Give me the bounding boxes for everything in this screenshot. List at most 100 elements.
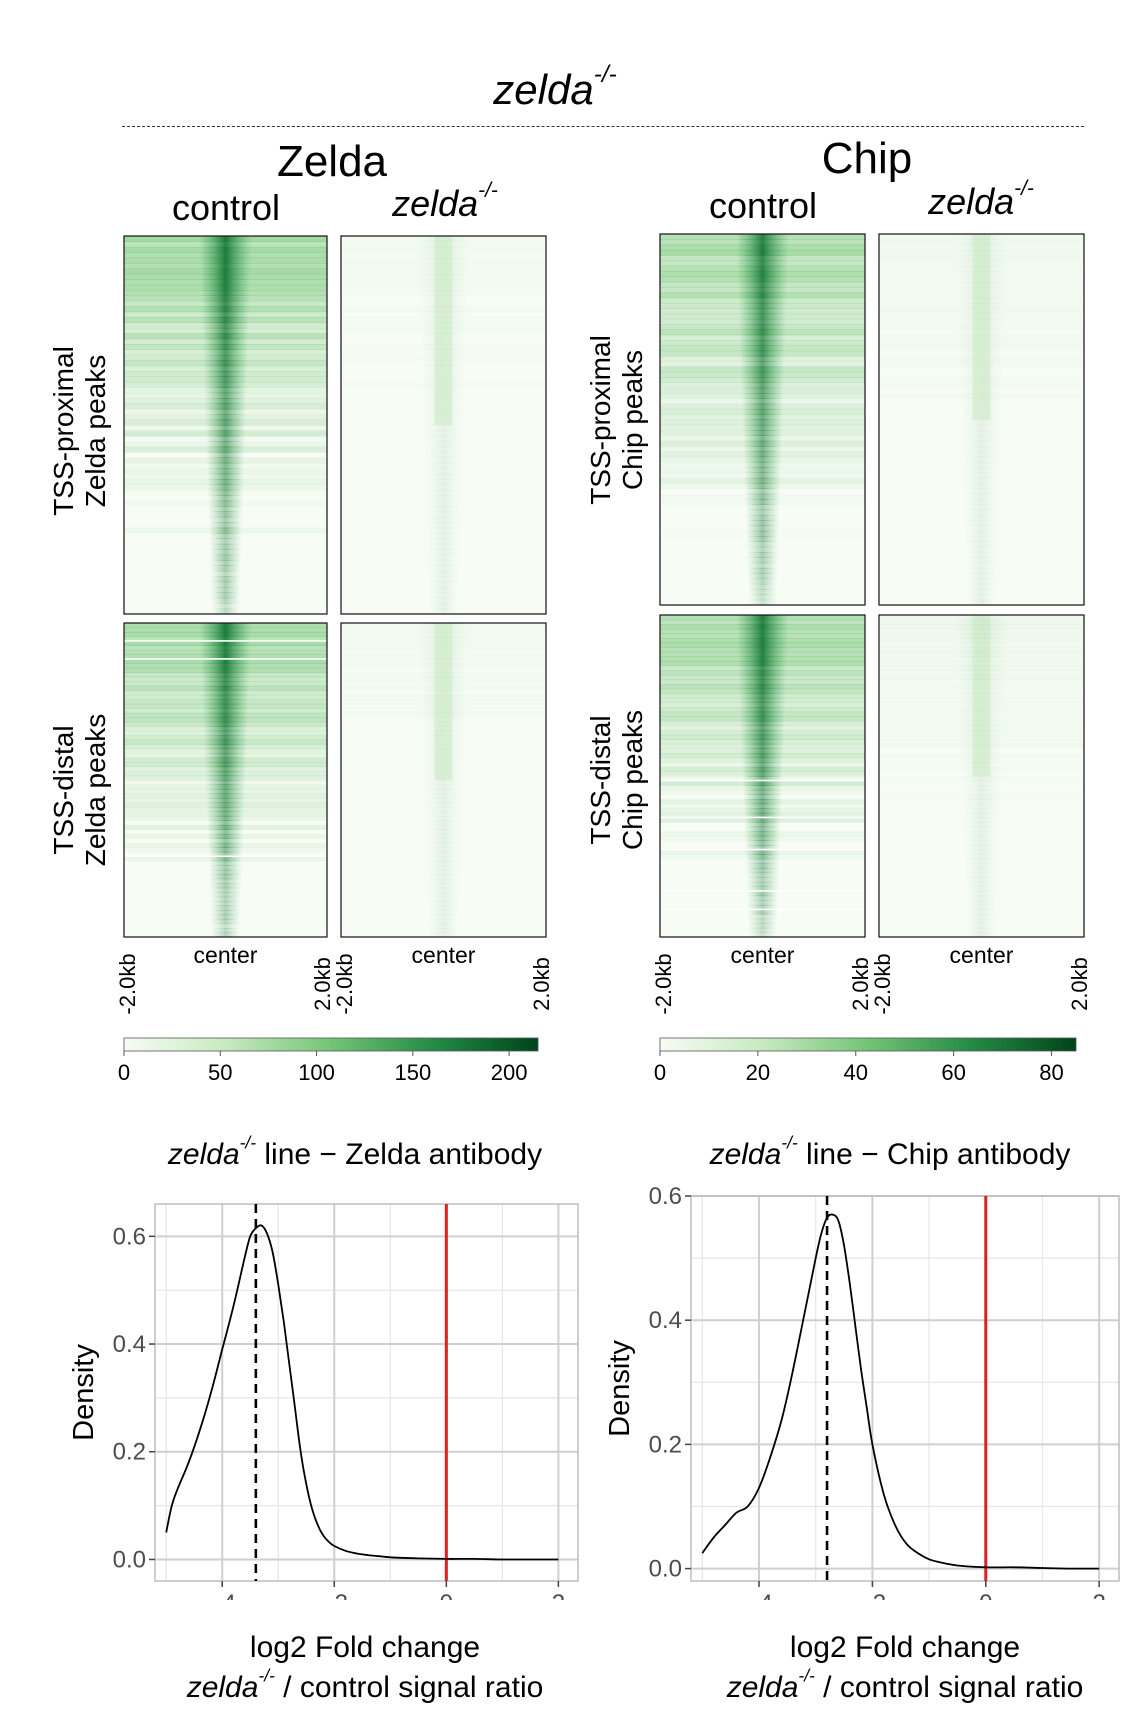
scale-tick-label: 0	[654, 1060, 666, 1085]
heatmap-peak	[738, 688, 787, 694]
heatmap-peak	[210, 905, 241, 911]
heatmap-peak	[743, 446, 782, 452]
heatmap-peak	[965, 541, 998, 548]
heatmap-peak	[427, 560, 460, 566]
heatmap-peak	[427, 896, 460, 902]
heatmap-peak	[202, 333, 249, 340]
heatmap-peak	[427, 878, 460, 884]
density-curve	[701, 1213, 1100, 1570]
heatmap-peak	[426, 538, 461, 545]
heatmap-peak	[962, 461, 1001, 468]
heatmap-peak	[202, 349, 249, 356]
heatmap-peak	[742, 419, 783, 426]
heatmap-peak	[200, 279, 251, 286]
heatmap-peak	[966, 918, 997, 924]
y-tick-label: 0.6	[113, 1223, 146, 1250]
heatmap-peak	[740, 743, 785, 749]
heatmap-peak	[746, 895, 779, 901]
heatmap-peak	[744, 488, 781, 495]
title-divider	[122, 126, 1084, 127]
heatmap-peak	[747, 578, 778, 585]
heatmap-peak	[425, 847, 462, 853]
heatmap-peak	[205, 784, 246, 790]
heatmap-peak	[963, 845, 1000, 851]
heatmap-peak	[747, 914, 778, 920]
density-curve	[165, 1224, 559, 1561]
heatmap-peak	[206, 452, 245, 458]
heatmap-peak	[429, 608, 458, 615]
heatmap-peak	[743, 456, 782, 463]
heatmap-peak	[963, 504, 1000, 511]
heatmap-peak	[742, 776, 783, 782]
col-label-mutant-chip: zelda-/-	[876, 178, 1086, 223]
heatmap-peak	[199, 252, 252, 259]
heatmap-peak	[738, 324, 787, 330]
heatmap-peak	[202, 712, 249, 718]
col-label-mutant-zelda: zelda-/-	[340, 180, 550, 225]
heatmap-peak	[206, 797, 245, 804]
heatmap-peak	[746, 900, 779, 906]
heatmap-peak	[201, 672, 250, 678]
heatmap-peak	[424, 820, 463, 826]
col-label-control-zelda: control	[171, 187, 281, 228]
heatmap-peak	[743, 461, 782, 468]
plot-frame	[154, 1203, 579, 1582]
heatmap-peak	[203, 739, 248, 745]
heatmap-peak	[199, 631, 252, 638]
heatmap-peak	[200, 645, 251, 651]
heatmap-peak	[207, 506, 244, 512]
heatmap-peak	[204, 762, 247, 768]
heatmap-peak	[741, 748, 784, 754]
heatmap-peak	[427, 549, 460, 556]
xlabel-line2: zelda-/- / control signal ratio	[120, 1667, 610, 1708]
heatmap-peak	[967, 927, 996, 933]
heatmap-chip-control-distal	[659, 614, 866, 938]
heatmap-peak	[965, 881, 998, 887]
heatmap-zelda-mutant-proximal	[340, 235, 547, 615]
heatmap-peak	[206, 473, 245, 480]
heatmap-peak	[966, 567, 997, 574]
heatmap-peak	[741, 408, 784, 415]
heatmap-peak	[742, 424, 783, 431]
heatmap-peak	[201, 317, 250, 323]
axis-label-left-text: -2.0kb	[870, 953, 895, 1015]
heatmap-peak	[740, 739, 785, 745]
heatmap-peak	[961, 440, 1002, 447]
y-tick-label: 0.6	[649, 1183, 682, 1210]
heatmap-peak	[963, 488, 1000, 495]
heatmap-peak	[423, 797, 464, 804]
heatmap-peak	[207, 489, 244, 496]
heatmap-peak	[744, 483, 781, 489]
heatmap-peak	[208, 511, 243, 518]
heatmap-peak	[200, 649, 251, 655]
scale-tick-label: 20	[746, 1060, 770, 1085]
heatmap-peak	[736, 619, 789, 625]
heatmap-peak	[424, 815, 463, 821]
x-tick-label: 2	[1092, 1590, 1105, 1600]
heatmap-peak	[967, 599, 996, 606]
heatmap-peak	[737, 292, 788, 299]
heatmap-faint-peak	[972, 234, 991, 420]
xlabel-rest: / control signal ratio	[274, 1671, 544, 1704]
x-tick-label: 2	[552, 1590, 565, 1600]
heatmap-peak	[744, 840, 781, 846]
heatmap-peak	[206, 446, 245, 453]
heatmap-peak	[209, 883, 242, 889]
heatmap-peak	[964, 854, 999, 860]
heatmap-peak	[745, 872, 780, 878]
heatmap-peak	[426, 527, 461, 534]
axis-label-right: 2.0kb	[528, 944, 556, 1024]
heatmap-peak	[205, 775, 246, 781]
axis-label-left: -2.0kb	[331, 944, 359, 1024]
group-title-zelda: Zelda	[276, 137, 388, 186]
heatmap-peak	[740, 382, 785, 389]
heatmap-peak	[208, 516, 243, 523]
heatmap-peak	[739, 340, 786, 346]
heatmap-peak	[746, 557, 779, 564]
heatmap-peak	[962, 467, 1001, 474]
heatmap-faint-peak	[972, 615, 991, 776]
axis-label-right: 2.0kb	[1066, 944, 1094, 1024]
heatmap-peak	[208, 856, 243, 862]
heatmap-peak	[204, 766, 247, 772]
heatmap-peak	[964, 872, 999, 878]
